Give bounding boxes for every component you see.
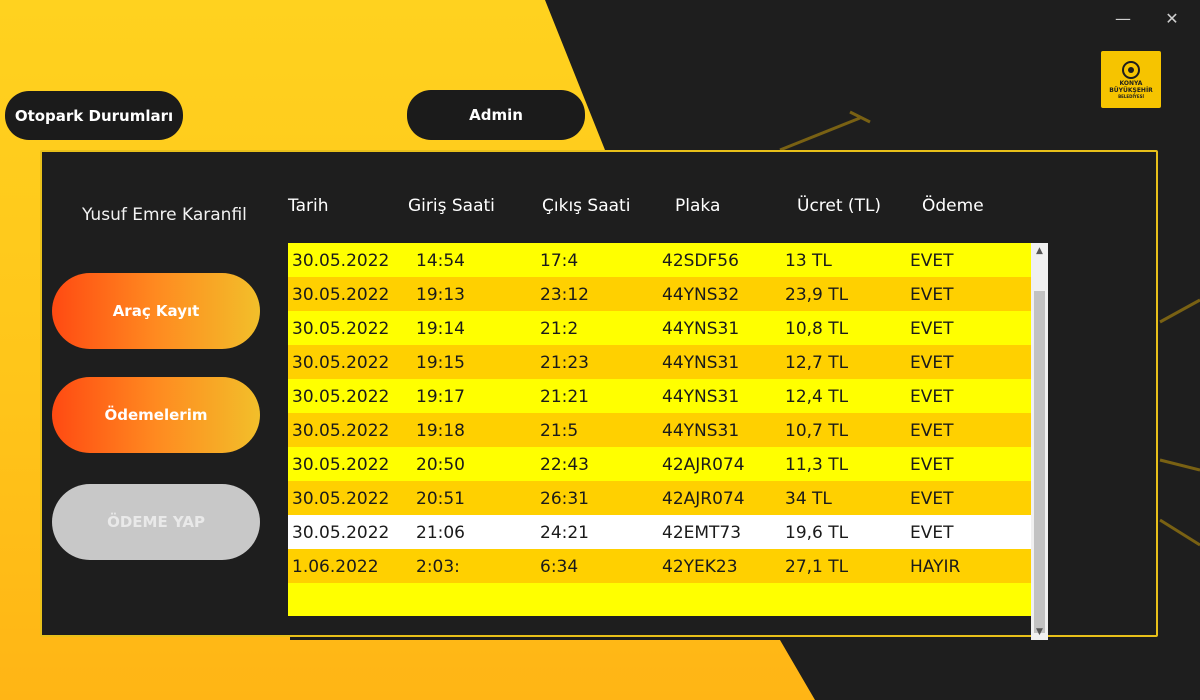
user-name: Yusuf Emre Karanfil (82, 205, 247, 225)
cell-exit-time: 23:12 (540, 285, 589, 305)
table-row[interactable]: 30.05.2022 19:14 21:2 44YNS31 10,8 TL EVET (288, 311, 1032, 345)
table-row[interactable]: 30.05.2022 14:54 17:4 42SDF56 13 TL EVET (288, 243, 1032, 277)
cell-fee: 34 TL (785, 489, 832, 509)
cell-plate: 42SDF56 (662, 251, 739, 271)
table-row[interactable]: 1.06.2022 2:03: 6:34 42YEK23 27,1 TL HAYIR (288, 549, 1032, 583)
cell-date: 30.05.2022 (292, 387, 390, 407)
cell-exit-time: 21:5 (540, 421, 579, 441)
emblem-icon (1122, 61, 1140, 79)
cell-exit-time: 21:2 (540, 319, 579, 339)
cell-exit-time: 22:43 (540, 455, 589, 475)
column-header-plate: Plaka (675, 196, 721, 216)
close-button[interactable]: ✕ (1165, 9, 1179, 28)
cell-fee: 10,7 TL (785, 421, 849, 441)
parking-status-button[interactable]: Otopark Durumları (5, 91, 183, 140)
vehicle-register-button[interactable]: Araç Kayıt (52, 273, 260, 349)
cell-entry-time: 2:03: (416, 557, 460, 577)
cell-plate: 42AJR074 (662, 455, 745, 475)
scrollbar-thumb[interactable] (1034, 291, 1045, 633)
column-header-exit-time: Çıkış Saati (542, 196, 631, 216)
cell-exit-time: 24:21 (540, 523, 589, 543)
cell-entry-time: 14:54 (416, 251, 465, 271)
cell-payment: EVET (910, 251, 954, 271)
cell-payment: EVET (910, 421, 954, 441)
cell-plate: 44YNS31 (662, 353, 740, 373)
cell-plate: 44YNS31 (662, 421, 740, 441)
cell-entry-time: 19:17 (416, 387, 465, 407)
admin-button[interactable]: Admin (407, 90, 585, 140)
cell-date: 30.05.2022 (292, 251, 390, 271)
cell-date: 30.05.2022 (292, 523, 390, 543)
table-row[interactable]: 30.05.2022 19:18 21:5 44YNS31 10,7 TL EVET (288, 413, 1032, 447)
cell-date: 30.05.2022 (292, 455, 390, 475)
cell-exit-time: 26:31 (540, 489, 589, 509)
cell-plate: 42AJR074 (662, 489, 745, 509)
column-header-date: Tarih (288, 196, 329, 216)
cell-entry-time: 19:13 (416, 285, 465, 305)
cell-fee: 12,4 TL (785, 387, 849, 407)
cell-fee: 11,3 TL (785, 455, 849, 475)
cell-plate: 42YEK23 (662, 557, 738, 577)
cell-fee: 27,1 TL (785, 557, 849, 577)
cell-date: 30.05.2022 (292, 319, 390, 339)
cell-plate: 44YNS32 (662, 285, 740, 305)
cell-plate: 42EMT73 (662, 523, 742, 543)
cell-fee: 23,9 TL (785, 285, 849, 305)
cell-fee: 13 TL (785, 251, 832, 271)
cell-entry-time: 19:18 (416, 421, 465, 441)
cell-plate: 44YNS31 (662, 387, 740, 407)
table-row[interactable]: 30.05.2022 19:17 21:21 44YNS31 12,4 TL EVET (288, 379, 1032, 413)
logo-text-2: BÜYÜKŞEHİR (1109, 87, 1153, 94)
cell-exit-time: 6:34 (540, 557, 579, 577)
cell-payment: EVET (910, 319, 954, 339)
cell-payment: EVET (910, 353, 954, 373)
column-header-payment: Ödeme (922, 196, 984, 216)
cell-payment: EVET (910, 455, 954, 475)
cell-fee: 12,7 TL (785, 353, 849, 373)
table-row[interactable]: 30.05.2022 19:13 23:12 44YNS32 23,9 TL EVET (288, 277, 1032, 311)
cell-entry-time: 20:51 (416, 489, 465, 509)
cell-entry-time: 19:14 (416, 319, 465, 339)
cell-entry-time: 19:15 (416, 353, 465, 373)
table-scrollbar[interactable]: ▲ ▼ (1031, 243, 1048, 640)
cell-payment: EVET (910, 285, 954, 305)
scroll-up-icon[interactable]: ▲ (1036, 246, 1043, 256)
scroll-down-icon[interactable]: ▼ (1036, 627, 1043, 637)
parking-records-table: 30.05.2022 14:54 17:4 42SDF56 13 TL EVET 30.05… (288, 243, 1032, 616)
table-row[interactable]: 30.05.2022 20:50 22:43 42AJR074 11,3 TL EVET (288, 447, 1032, 481)
table-row[interactable]: 30.05.2022 19:15 21:23 44YNS31 12,7 TL EVET (288, 345, 1032, 379)
cell-fee: 19,6 TL (785, 523, 849, 543)
table-row[interactable]: 30.05.2022 21:06 24:21 42EMT73 19,6 TL EVET (288, 515, 1032, 549)
cell-date: 30.05.2022 (292, 285, 390, 305)
my-payments-button[interactable]: Ödemelerim (52, 377, 260, 453)
cell-date: 30.05.2022 (292, 421, 390, 441)
cell-date: 1.06.2022 (292, 557, 379, 577)
minimize-button[interactable]: — (1115, 9, 1131, 28)
column-header-entry-time: Giriş Saati (408, 196, 495, 216)
make-payment-button[interactable]: ÖDEME YAP (52, 484, 260, 560)
cell-payment: EVET (910, 387, 954, 407)
cell-fee: 10,8 TL (785, 319, 849, 339)
cell-entry-time: 21:06 (416, 523, 465, 543)
cell-payment: HAYIR (910, 557, 961, 577)
cell-payment: EVET (910, 523, 954, 543)
logo-text-3: BELEDİYESİ (1118, 94, 1144, 99)
column-header-fee: Ücret (TL) (797, 196, 882, 216)
cell-exit-time: 21:21 (540, 387, 589, 407)
cell-exit-time: 21:23 (540, 353, 589, 373)
cell-date: 30.05.2022 (292, 489, 390, 509)
cell-date: 30.05.2022 (292, 353, 390, 373)
cell-entry-time: 20:50 (416, 455, 465, 475)
cell-payment: EVET (910, 489, 954, 509)
table-row[interactable]: 30.05.2022 20:51 26:31 42AJR074 34 TL EVET (288, 481, 1032, 515)
konya-municipality-logo: KONYA BÜYÜKŞEHİR BELEDİYESİ (1101, 51, 1161, 108)
cell-plate: 44YNS31 (662, 319, 740, 339)
cell-exit-time: 17:4 (540, 251, 579, 271)
logo-text-1: KONYA (1119, 80, 1143, 87)
